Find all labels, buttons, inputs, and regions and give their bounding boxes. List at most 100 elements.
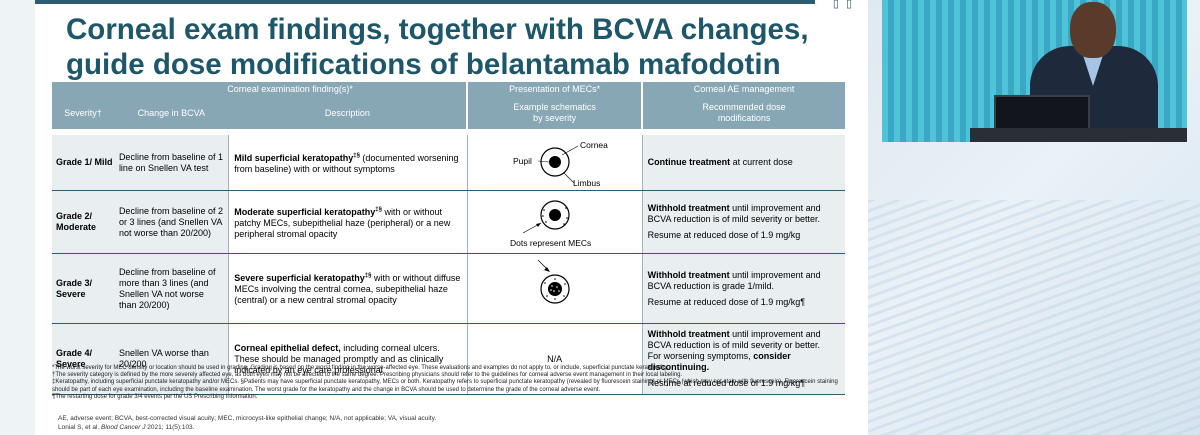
pupil-pointer bbox=[537, 160, 549, 163]
bcva-cell: Decline from baseline of more than 3 lin… bbox=[113, 253, 230, 324]
description-column-header: Description bbox=[228, 97, 469, 129]
dose-modification-table: Corneal examination finding(s)* Presenta… bbox=[52, 82, 845, 395]
mec-dots-peripheral bbox=[543, 278, 566, 300]
pupil-label: Pupil bbox=[513, 156, 532, 166]
severity-column-header: Severity† bbox=[52, 97, 114, 129]
citation: Lonial S, et al. Blood Cancer J 2021; 11… bbox=[58, 424, 195, 431]
footnote: ‡Keratopathy, including superficial punc… bbox=[52, 379, 838, 393]
slide-title-line-1: Corneal exam findings, together with BCV… bbox=[66, 13, 809, 46]
footnote: *The worst severity for MEC density or l… bbox=[52, 365, 669, 371]
mgmt-action: Withhold treatment bbox=[647, 329, 730, 339]
schematics-column-header: Example schematics by severity bbox=[467, 97, 644, 129]
pupil-dot bbox=[547, 282, 562, 296]
eye-schematic-moderate: Dots represent MECs bbox=[510, 200, 591, 248]
mgmt-text: until improvement and BCVA reduction is … bbox=[647, 269, 821, 291]
schematic-cell bbox=[467, 253, 643, 324]
speaker-video-feed bbox=[882, 0, 1187, 142]
speaker-head bbox=[1070, 2, 1116, 58]
mgmt-text: until improvement and BCVA reduction is … bbox=[647, 203, 821, 224]
mgmt-action: Withhold treatment bbox=[647, 269, 730, 280]
footnote-marker: ‡§ bbox=[353, 152, 360, 159]
eye-schematic-severe bbox=[537, 259, 570, 304]
schematic-cell: Dots represent MECs bbox=[467, 190, 643, 254]
mgmt-action: Withhold treatment bbox=[647, 203, 730, 213]
footnotes: *The worst severity for MEC density or l… bbox=[52, 365, 852, 401]
presentation-group-header: Presentation of MECs* bbox=[467, 82, 644, 97]
dose-modification-cell: Withhold treatment until improvement and… bbox=[642, 253, 845, 324]
abbreviations: AE, adverse event; BCVA, best-corrected … bbox=[58, 415, 437, 422]
mec-dot bbox=[544, 221, 547, 223]
presentation-slide: ▯ ▯ Corneal exam findings, together with… bbox=[35, 0, 868, 435]
footnote-marker: ‡§ bbox=[364, 273, 372, 279]
abbreviations-and-citation: AE, adverse event; BCVA, best-corrected … bbox=[58, 414, 838, 432]
bcva-cell: Snellen VA worse than 20/200 bbox=[113, 323, 230, 395]
corneal-findings-group-header: Corneal examination finding(s)* bbox=[113, 82, 469, 97]
table-row: Grade 4/ Severe Snellen VA worse than 20… bbox=[52, 323, 845, 395]
limbus-label: Limbus bbox=[573, 178, 600, 188]
dose-column-header: Recommended dose modifications bbox=[642, 97, 845, 129]
table-row: Grade 1/ Mild Decline from baseline of 1… bbox=[52, 135, 845, 191]
arrow-head-icon bbox=[535, 223, 541, 227]
description-cell: Corneal epithelial defect, including cor… bbox=[228, 323, 468, 395]
mgmt-text: Resume at reduced dose of 1.9 mg/kg¶ bbox=[647, 378, 806, 388]
pupil-dot bbox=[548, 209, 561, 221]
slide-title-line-2: guide dose modifications of belantamab m… bbox=[66, 48, 781, 81]
severity-cell: Grade 4/ Severe bbox=[52, 323, 114, 395]
mgmt-action: consider discontinuing. bbox=[647, 351, 791, 372]
slide-top-rule bbox=[35, 0, 815, 4]
table-group-header-row: Corneal examination finding(s)* Presenta… bbox=[52, 82, 845, 97]
background-pattern bbox=[868, 200, 1200, 435]
description-cell: Moderate superficial keratopathy‡§ with … bbox=[228, 190, 468, 254]
description-text: with or without patchy MECs, subepitheli… bbox=[234, 206, 451, 239]
description-bold: Corneal epithelial defect, bbox=[234, 342, 341, 353]
table-column-header-row: Severity† Change in BCVA Description Exa… bbox=[52, 97, 845, 129]
mec-label: Dots represent MECs bbox=[510, 238, 591, 248]
schematic-cell: N/A bbox=[467, 323, 643, 395]
mec-dots-central bbox=[549, 285, 560, 292]
severity-cell: Grade 1/ Mild bbox=[52, 135, 114, 191]
mgmt-text: Resume at reduced dose of 1.9 mg/kg bbox=[647, 230, 801, 240]
laptop bbox=[994, 95, 1090, 131]
podium bbox=[970, 128, 1187, 142]
schematic-cell: Cornea Pupil Limbus bbox=[467, 135, 643, 191]
mgmt-text: Resume at reduced dose of 1.9 mg/kg¶ bbox=[647, 296, 806, 307]
eye-schematic-normal: Cornea Pupil Limbus bbox=[513, 140, 608, 188]
description-bold: Severe superficial keratopathy bbox=[234, 273, 365, 283]
description-text: with or without diffuse MECs involving t… bbox=[234, 273, 461, 305]
footnote: ¶The restarting dose for grade 3/4 event… bbox=[52, 393, 258, 400]
cornea-label: Cornea bbox=[580, 140, 608, 150]
dose-modification-cell: Continue treatment at current dose bbox=[642, 135, 845, 191]
bcva-column-header: Change in BCVA bbox=[113, 97, 229, 129]
description-cell: Severe superficial keratopathy‡§ with or… bbox=[228, 253, 468, 324]
description-bold: Moderate superficial keratopathy bbox=[234, 206, 376, 217]
cornea-pointer bbox=[561, 145, 578, 156]
mec-dot bbox=[541, 215, 544, 217]
severity-cell: Grade 2/ Moderate bbox=[52, 190, 114, 254]
description-cell: Mild superficial keratopathy‡§ (document… bbox=[228, 135, 468, 191]
mec-dot bbox=[565, 217, 568, 219]
pupil-dot bbox=[548, 156, 561, 168]
dose-modification-cell: Withhold treatment until improvement and… bbox=[642, 323, 845, 395]
mec-dot bbox=[562, 223, 565, 225]
mec-dot bbox=[564, 207, 567, 209]
mgmt-text: at current dose bbox=[730, 157, 793, 167]
mgmt-text: until improvement and BCVA reduction is … bbox=[647, 329, 821, 350]
footnote: †The severity category is defined by the… bbox=[52, 372, 683, 379]
management-group-header: Corneal AE management bbox=[642, 82, 845, 97]
slide-title: Corneal exam findings, together with BCV… bbox=[66, 12, 856, 82]
slide-corner-icons: ▯ ▯ bbox=[832, 0, 854, 10]
severity-cell: Grade 3/ Severe bbox=[52, 253, 114, 324]
description-bold: Mild superficial keratopathy bbox=[234, 152, 354, 163]
table-row: Grade 2/ Moderate Decline from baseline … bbox=[52, 190, 845, 254]
conference-background bbox=[868, 0, 1200, 435]
dose-modification-cell: Withhold treatment until improvement and… bbox=[642, 190, 845, 254]
description-text: including corneal ulcers. These should b… bbox=[234, 342, 444, 375]
table-row: Grade 3/ Severe Decline from baseline of… bbox=[52, 253, 845, 324]
description-text: (documented worsening from baseline) wit… bbox=[234, 152, 459, 174]
bcva-cell: Decline from baseline of 2 or 3 lines (a… bbox=[113, 190, 230, 254]
bcva-cell: Decline from baseline of 1 line on Snell… bbox=[113, 135, 230, 191]
footnote-marker: ‡§ bbox=[375, 206, 382, 213]
limbus-pointer bbox=[563, 172, 574, 184]
mgmt-action: Continue treatment bbox=[647, 157, 731, 167]
mgmt-text: For worsening symptoms, bbox=[647, 351, 754, 361]
